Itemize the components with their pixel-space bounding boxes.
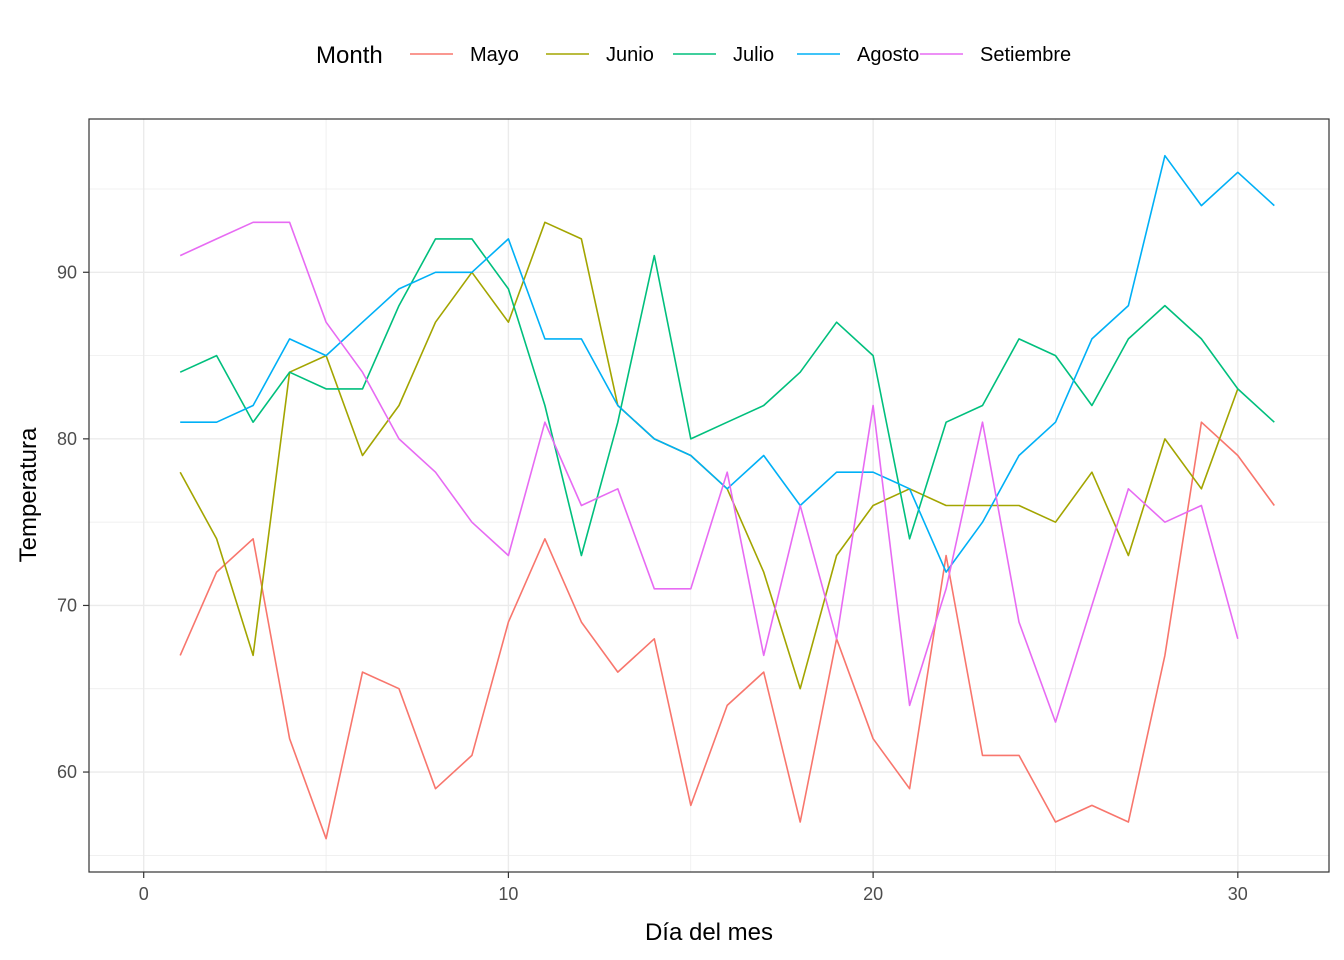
legend-item-agosto: Agosto bbox=[797, 44, 919, 66]
x-axis-title: Día del mes bbox=[645, 919, 773, 946]
legend-item-junio: Junio bbox=[546, 44, 654, 66]
y-tick-label: 80 bbox=[57, 429, 77, 449]
x-tick-label: 30 bbox=[1228, 884, 1248, 904]
legend-label: Julio bbox=[733, 44, 774, 66]
series-line-setiembre bbox=[179, 221, 1239, 723]
series-line-agosto bbox=[180, 154, 1275, 573]
series-line-julio bbox=[179, 238, 1275, 557]
x-axis: 0 10 20 30 bbox=[139, 872, 1248, 904]
series-lines bbox=[179, 154, 1275, 840]
y-tick-label: 90 bbox=[57, 262, 77, 282]
y-axis: 60 70 80 90 bbox=[57, 262, 89, 782]
grid-lines bbox=[89, 119, 1329, 872]
y-tick-label: 70 bbox=[57, 595, 77, 615]
legend-label: Setiembre bbox=[980, 44, 1071, 66]
series-line-mayo bbox=[179, 421, 1275, 840]
legend-label: Agosto bbox=[857, 44, 919, 66]
legend-item-setiembre: Setiembre bbox=[920, 44, 1071, 66]
legend-label: Mayo bbox=[470, 44, 519, 66]
x-tick-label: 10 bbox=[498, 884, 518, 904]
legend: Month Mayo Junio Julio Agosto Setiembre bbox=[316, 42, 1071, 69]
plot-border bbox=[88, 118, 1330, 873]
legend-title: Month bbox=[316, 42, 383, 69]
x-tick-label: 0 bbox=[139, 884, 149, 904]
legend-item-julio: Julio bbox=[673, 44, 774, 66]
x-tick-label: 20 bbox=[863, 884, 883, 904]
legend-item-mayo: Mayo bbox=[410, 44, 519, 66]
y-tick-label: 60 bbox=[57, 762, 77, 782]
y-axis-title: Temperatura bbox=[15, 427, 42, 562]
plot-panel bbox=[89, 119, 1329, 872]
legend-label: Junio bbox=[606, 44, 654, 66]
